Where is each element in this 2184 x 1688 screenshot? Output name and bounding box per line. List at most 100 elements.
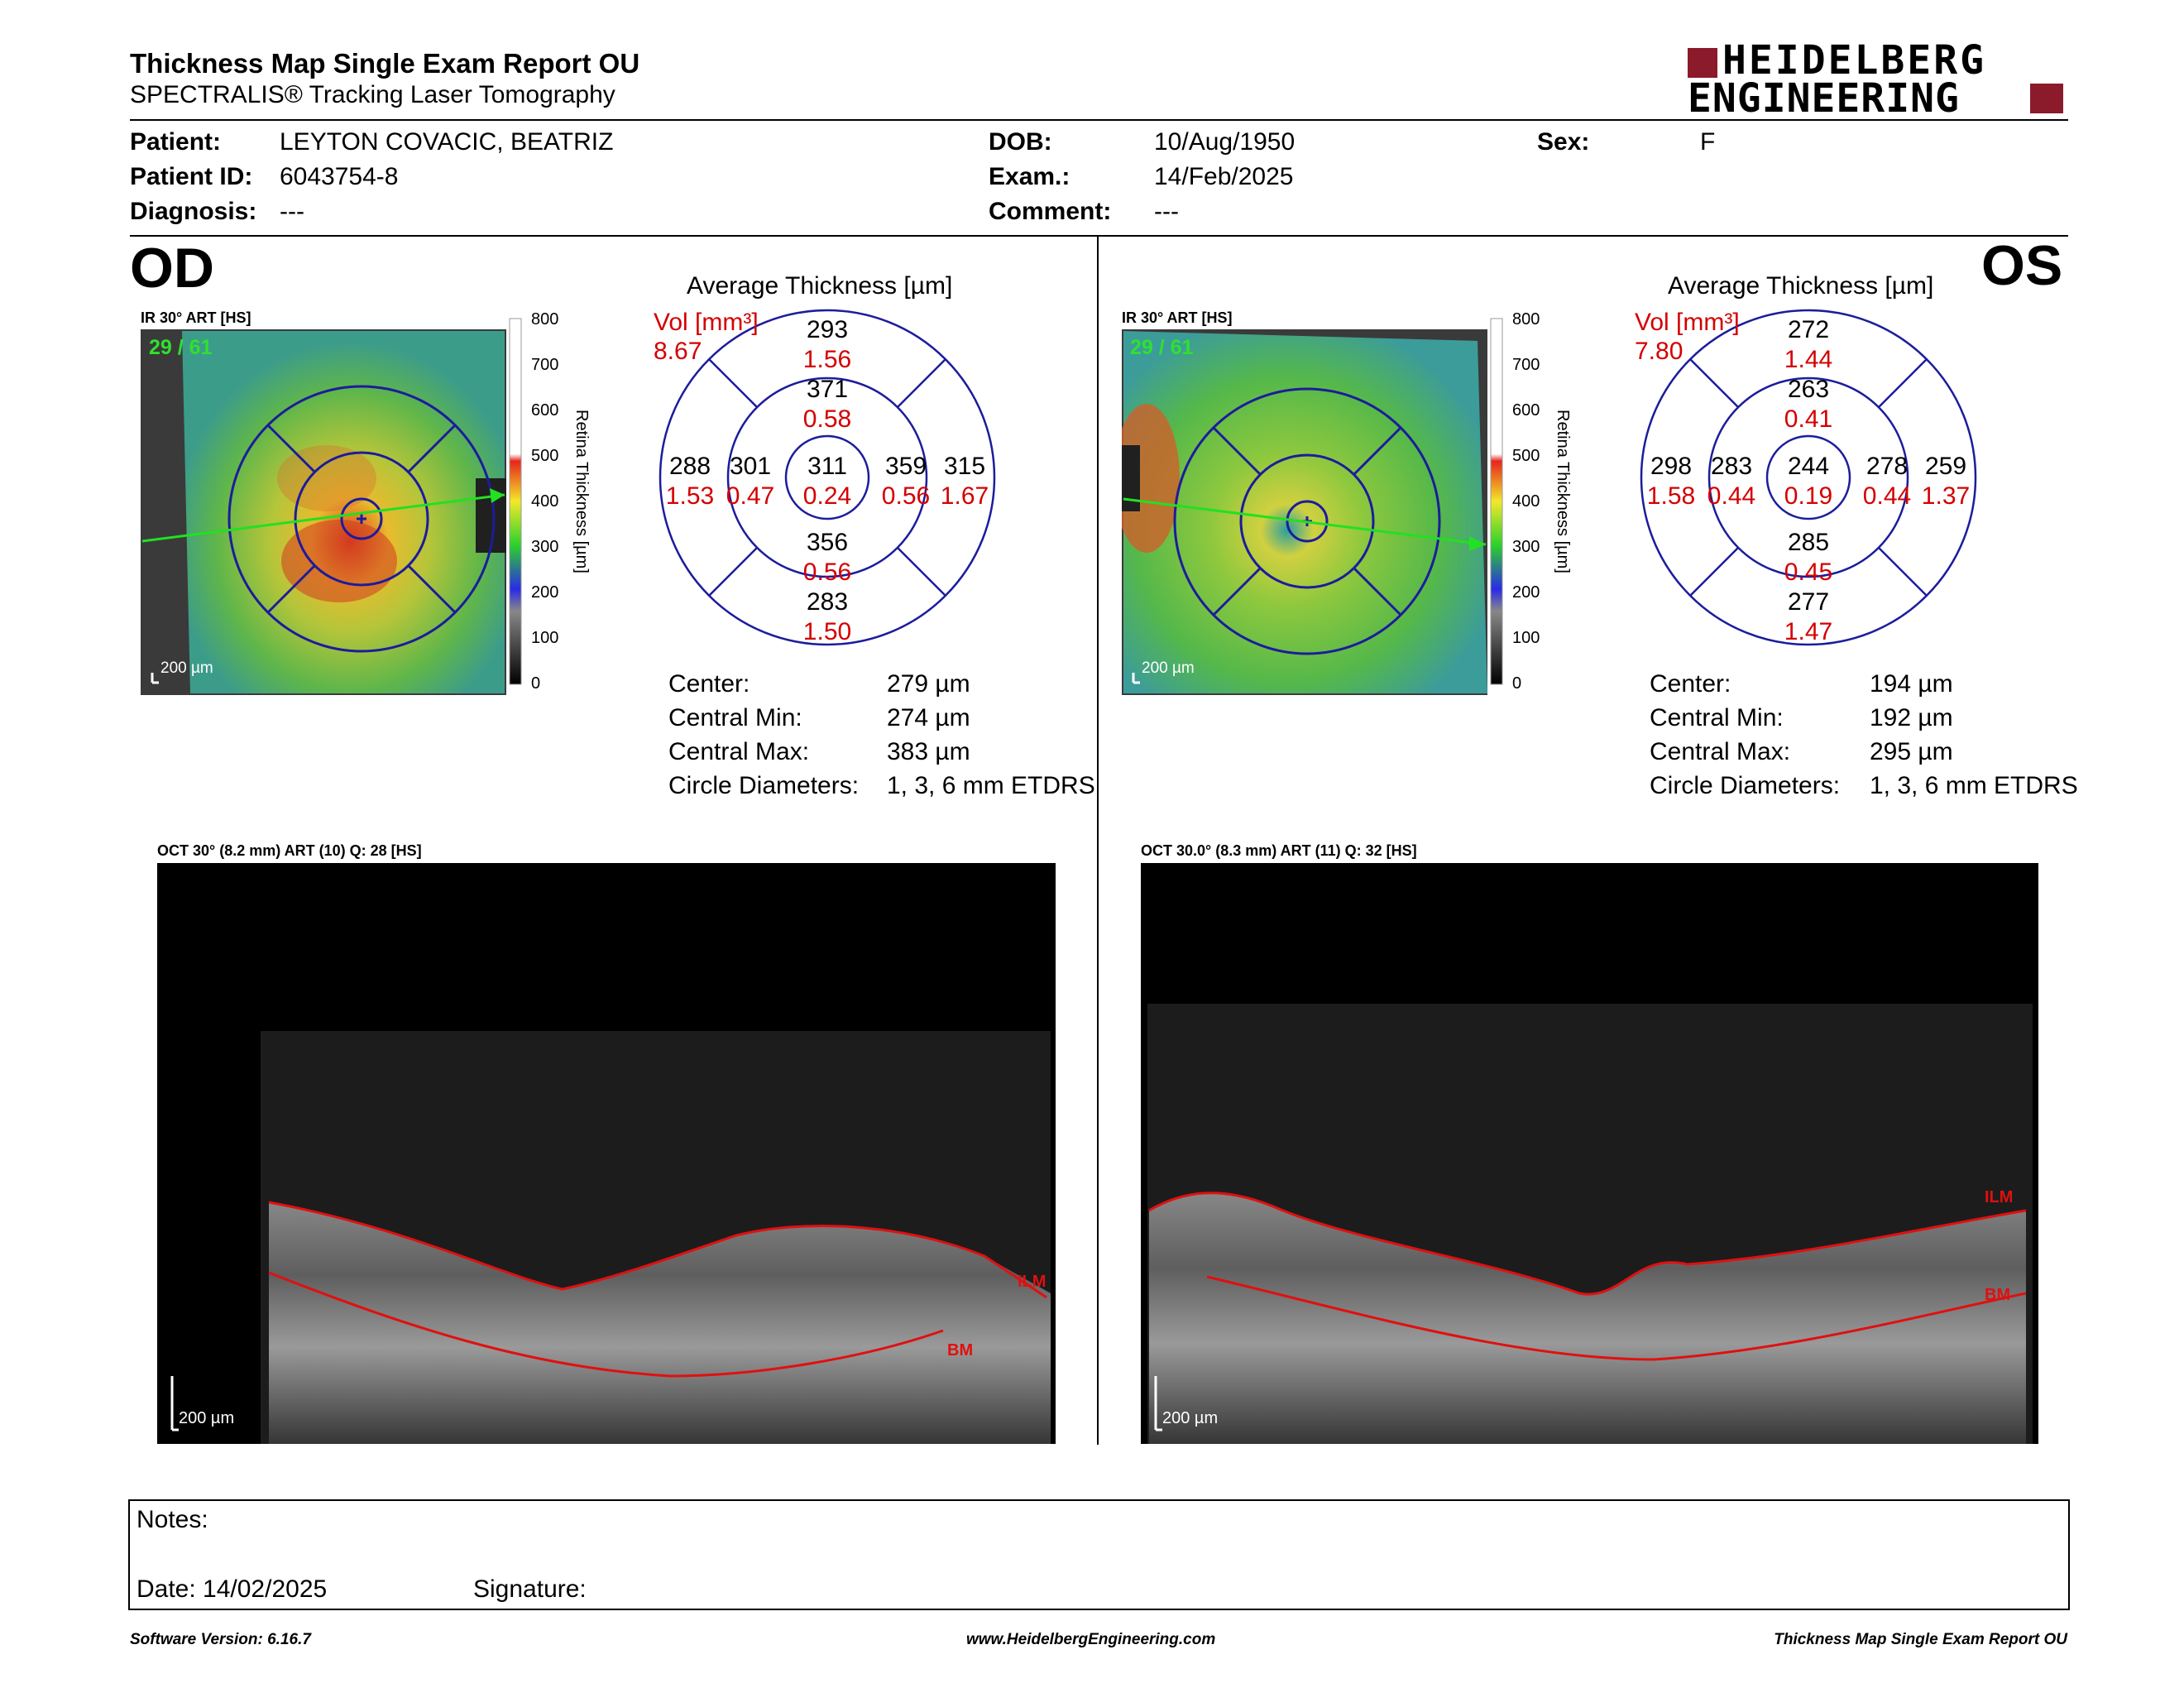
os-outer-tem-vol: 1.58	[1647, 482, 1695, 510]
od-vol-total: 8.67	[654, 338, 702, 365]
od-eye-label: OD	[130, 237, 214, 300]
os-colorbar: 800 700 600 500 400 300 200 100 0 Retina…	[1490, 310, 1572, 693]
os-center-value: 194 µm	[1870, 670, 1953, 698]
cbar-label: Retina Thickness [µm]	[572, 410, 591, 573]
os-cbar-tick-400: 400	[1512, 492, 1540, 511]
od-outer-inf-thickness: 283	[807, 588, 848, 616]
os-oct-bscan: ILM BM 200 µm	[1141, 863, 2038, 1444]
os-max-value: 295 µm	[1870, 738, 1953, 765]
comment-label: Comment:	[989, 198, 1112, 225]
os-cbar-tick-700: 700	[1512, 356, 1540, 374]
cbar-tick-200: 200	[531, 583, 558, 602]
os-outer-inf-thickness: 277	[1788, 588, 1829, 616]
cbar-tick-100: 100	[531, 629, 558, 647]
notes-label: Notes:	[136, 1506, 208, 1533]
os-outer-nas-thickness: 259	[1925, 453, 1966, 480]
os-oct-scale: 200 µm	[1162, 1409, 1218, 1427]
os-cbar-tick-100: 100	[1512, 629, 1540, 647]
footer-website: www.HeidelbergEngineering.com	[966, 1631, 1216, 1648]
patient-name: LEYTON COVACIC, BEATRIZ	[280, 128, 614, 156]
od-colorbar: 800 700 600 500 400 300 200 100 0 Retina…	[509, 310, 591, 693]
os-diam-value: 1, 3, 6 mm ETDRS	[1870, 772, 2078, 799]
cbar-tick-0: 0	[531, 674, 540, 693]
os-outer-sup-thickness: 272	[1788, 316, 1829, 343]
od-inner-nas-vol: 0.56	[882, 482, 930, 510]
os-inner-sup-thickness: 263	[1788, 376, 1829, 403]
os-cbar-tick-500: 500	[1512, 447, 1540, 465]
od-ir-label: IR 30° ART [HS]	[141, 309, 251, 326]
notes-box: Notes: Date: 14/02/2025 Signature:	[128, 1499, 2070, 1610]
os-inner-nas-thickness: 278	[1866, 453, 1908, 480]
os-ir-label: IR 30° ART [HS]	[1122, 309, 1233, 326]
od-bm-label: BM	[947, 1341, 973, 1360]
comment: ---	[1154, 198, 1179, 225]
od-inner-nas-thickness: 359	[885, 453, 927, 480]
od-outer-nas-thickness: 315	[944, 453, 985, 480]
os-thickness-map: 29 / 61 200 µm	[1122, 329, 1487, 695]
od-oct-bscan: ILM BM 200 µm	[157, 863, 1056, 1444]
exam-date: 14/Feb/2025	[1154, 163, 1294, 190]
os-map-scale: 200 µm	[1142, 659, 1195, 677]
od-outer-tem-vol: 1.53	[666, 482, 714, 510]
od-outer-tem-thickness: 288	[669, 453, 711, 480]
cbar-tick-400: 400	[531, 492, 558, 511]
os-center-label: Center:	[1650, 670, 1731, 698]
os-vol-label: Vol [mm³]	[1635, 309, 1740, 336]
os-outer-tem-thickness: 298	[1650, 453, 1692, 480]
od-vol-label: Vol [mm³]	[654, 309, 759, 336]
os-ilm-label: ILM	[1985, 1188, 2013, 1206]
os-center-thickness: 244	[1788, 453, 1829, 480]
os-inner-inf-vol: 0.45	[1784, 559, 1832, 586]
os-outer-nas-vol: 1.37	[1922, 482, 1970, 510]
cbar-tick-300: 300	[531, 538, 558, 556]
os-inner-tem-thickness: 283	[1711, 453, 1752, 480]
os-vol-total: 7.80	[1635, 338, 1684, 365]
os-oct-label: OCT 30.0° (8.3 mm) ART (11) Q: 32 [HS]	[1141, 842, 1417, 859]
os-cbar-tick-600: 600	[1512, 401, 1540, 420]
os-frame-count: 29 / 61	[1130, 336, 1194, 359]
od-outer-sup-thickness: 293	[807, 316, 848, 343]
od-thickness-map: 29 / 61 200 µm	[141, 329, 506, 695]
os-diam-label: Circle Diameters:	[1650, 772, 1841, 799]
od-inner-sup-thickness: 371	[807, 376, 848, 403]
od-min-label: Central Min:	[668, 704, 802, 731]
os-inner-nas-vol: 0.44	[1863, 482, 1911, 510]
patient-id-label: Patient ID:	[130, 163, 253, 190]
od-inner-inf-thickness: 356	[807, 529, 848, 556]
cbar-tick-700: 700	[531, 356, 558, 374]
patient-label: Patient:	[130, 128, 222, 156]
diagnosis-label: Diagnosis:	[130, 198, 257, 225]
os-outer-inf-vol: 1.47	[1784, 618, 1832, 645]
od-inner-inf-vol: 0.56	[803, 559, 851, 586]
dob-label: DOB:	[989, 128, 1052, 156]
os-min-value: 192 µm	[1870, 704, 1953, 731]
heidelberg-logo: HEIDELBERG ENGINEERING	[1688, 41, 2068, 118]
od-frame-count: 29 / 61	[149, 336, 213, 359]
os-min-label: Central Min:	[1650, 704, 1784, 731]
os-cbar-label: Retina Thickness [µm]	[1554, 410, 1572, 573]
od-center-value: 279 µm	[887, 670, 970, 698]
exam-label: Exam.:	[989, 163, 1070, 190]
os-avg-title: Average Thickness [µm]	[1668, 272, 1934, 300]
os-max-label: Central Max:	[1650, 738, 1791, 765]
patient-id: 6043754-8	[280, 163, 399, 190]
dob: 10/Aug/1950	[1154, 128, 1296, 156]
cbar-tick-600: 600	[531, 401, 558, 420]
os-inner-sup-vol: 0.41	[1784, 405, 1832, 433]
software-version: Software Version: 6.16.7	[130, 1631, 311, 1648]
od-oct-scale: 200 µm	[179, 1409, 234, 1427]
signature-label: Signature:	[473, 1575, 587, 1603]
od-map-scale: 200 µm	[160, 659, 213, 677]
od-inner-tem-thickness: 301	[730, 453, 771, 480]
os-eye-label: OS	[1981, 234, 2063, 297]
od-etdrs-grid: 293 1.56 371 0.58 311 0.24 301 0.47 359 …	[659, 309, 996, 646]
logo-line1: HEIDELBERG	[1722, 37, 1986, 84]
os-center-vol: 0.19	[1784, 482, 1832, 510]
notes-date: Date: 14/02/2025	[136, 1575, 328, 1603]
os-cbar-tick-0: 0	[1512, 674, 1521, 693]
cbar-tick-800: 800	[531, 310, 558, 328]
od-center-label: Center:	[668, 670, 750, 698]
od-ilm-label: ILM	[1018, 1273, 1046, 1291]
diagnosis: ---	[280, 198, 304, 225]
report-subtitle: SPECTRALIS® Tracking Laser Tomography	[130, 81, 615, 108]
